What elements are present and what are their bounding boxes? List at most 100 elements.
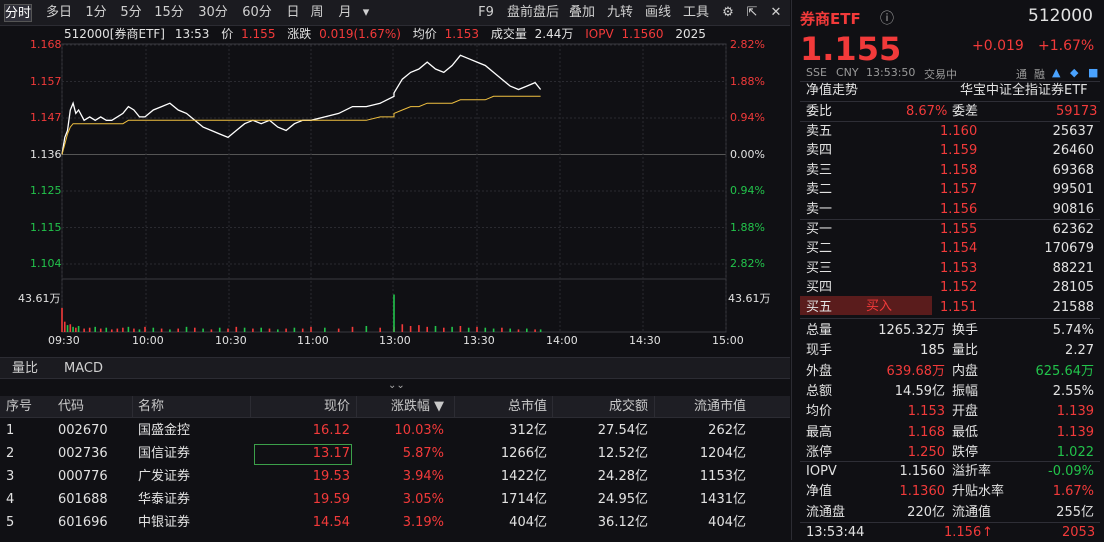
- period-tab-8[interactable]: 周: [310, 5, 324, 20]
- table-row[interactable]: 2 002736 国信证券 13.17 5.87% 1266亿 12.52亿 1204亿: [0, 444, 790, 465]
- table-cell: 2: [6, 446, 15, 461]
- alert-icon[interactable]: ◆: [1070, 66, 1079, 79]
- table-row[interactable]: 3 000776 广发证券 19.53 3.94% 1422亿 24.28亿 1153亿: [0, 467, 790, 488]
- volume-bar: [534, 329, 536, 332]
- tick-price: 1.156: [944, 525, 982, 540]
- table-cell: 404亿: [509, 515, 547, 530]
- volume-bar: [77, 325, 80, 332]
- info-icon[interactable]: ⓘ: [880, 11, 894, 27]
- period-tab-6[interactable]: 60分: [242, 5, 272, 20]
- volume-bar: [418, 325, 420, 332]
- fund-name: 券商ETF: [800, 10, 861, 28]
- col-header-2[interactable]: 名称: [138, 399, 165, 414]
- toolbar-button-0[interactable]: F9: [478, 5, 494, 20]
- table-row[interactable]: 5 601696 中银证券 14.54 3.19% 404亿 36.12亿 404亿: [0, 513, 790, 534]
- stat-label: 跌停: [952, 444, 979, 460]
- col-divider: [552, 396, 553, 418]
- table-row[interactable]: 4 601688 华泰证券 19.59 3.05% 1714亿 24.95亿 1431亿: [0, 490, 790, 511]
- stat-value: 1265.32万: [878, 323, 945, 338]
- col-header-7[interactable]: 流通市值: [693, 399, 746, 414]
- y-tick-right: 0.94%: [730, 184, 765, 197]
- toolbar-button-2[interactable]: 叠加: [568, 5, 595, 20]
- col-header-1[interactable]: 代码: [58, 399, 85, 414]
- table-cell: 1714亿: [500, 492, 547, 507]
- col-divider: [356, 396, 357, 418]
- x-tick: 14:00: [546, 334, 578, 347]
- buy-tag[interactable]: 买入: [866, 299, 893, 314]
- stat-value: 2.55%: [1052, 383, 1094, 399]
- volume-bar: [116, 328, 119, 332]
- stat-value: 639.68万: [886, 363, 946, 379]
- bid-row-label: 买二: [806, 241, 833, 257]
- buy5-highlight: [800, 296, 932, 315]
- period-tab-7[interactable]: 日: [286, 5, 300, 20]
- toolbar-button-4[interactable]: 画线: [644, 5, 671, 20]
- tab-volume-ratio[interactable]: 量比: [12, 361, 39, 376]
- ask-row-volume: 69368: [1052, 162, 1094, 178]
- expand-chevron-icon[interactable]: ⌄⌄: [388, 380, 405, 391]
- volume-bar: [260, 327, 262, 332]
- intraday-chart[interactable]: [0, 26, 790, 357]
- volume-bar: [365, 325, 368, 332]
- period-tab-0[interactable]: 分时: [4, 4, 32, 22]
- bid-row-volume: 62362: [1052, 222, 1094, 237]
- trade-status: 交易中: [924, 68, 957, 81]
- volume-bar: [83, 328, 85, 332]
- current-price: 1.155: [800, 30, 902, 68]
- stat-value: 2.27: [1065, 343, 1094, 359]
- col-header-6[interactable]: 成交额: [608, 399, 648, 414]
- stat-value: -0.09%: [1048, 464, 1094, 479]
- period-tab-2[interactable]: 1分: [85, 5, 107, 20]
- stat-value: 255亿: [1056, 504, 1094, 520]
- header-iopv-label: IOPV: [585, 27, 614, 41]
- nav-trend-label[interactable]: 净值走势: [806, 83, 859, 98]
- header-vol: 2.44万: [534, 27, 574, 41]
- period-tab-3[interactable]: 5分: [120, 5, 142, 20]
- avg-price-line: [61, 95, 541, 155]
- stat-label: 总额: [806, 383, 833, 399]
- y-tick-left: 1.104: [30, 257, 62, 270]
- col-header-4[interactable]: 涨跌幅 ▼: [390, 399, 444, 414]
- table-cell: 262亿: [708, 423, 746, 438]
- period-tab-4[interactable]: 15分: [154, 5, 184, 20]
- rong-icon[interactable]: 融: [1034, 68, 1045, 81]
- table-cell: 国信证券: [138, 446, 191, 461]
- currency: CNY: [836, 66, 859, 79]
- col-header-3[interactable]: 现价: [323, 399, 350, 414]
- wb-label: 委比: [806, 104, 833, 119]
- bell-icon[interactable]: ▲: [1052, 66, 1061, 79]
- bid-row-label: 买一: [806, 222, 833, 237]
- flag-icon[interactable]: ■: [1088, 66, 1099, 79]
- close-icon[interactable]: ✕: [770, 5, 782, 20]
- volume-bar: [401, 324, 404, 332]
- stat-value: 1.139: [1056, 404, 1094, 420]
- stat-value: 14.59亿: [894, 383, 945, 399]
- tab-macd[interactable]: MACD: [64, 361, 103, 376]
- table-cell: 1: [6, 423, 15, 438]
- y-tick-right: 1.88%: [730, 74, 765, 88]
- col-header-0[interactable]: 序号: [6, 399, 33, 414]
- volume-bar: [122, 327, 124, 332]
- col-header-5[interactable]: 总市值: [507, 399, 547, 414]
- period-tab-10[interactable]: ▾: [362, 5, 370, 20]
- volume-bar: [66, 325, 69, 332]
- period-tab-9[interactable]: 月: [338, 5, 352, 20]
- table-cell: 19.53: [312, 469, 350, 484]
- volume-bar: [467, 327, 470, 332]
- toolbar-button-3[interactable]: 九转: [606, 5, 633, 20]
- volume-bar: [111, 329, 113, 332]
- stat-label: 最低: [952, 424, 979, 440]
- volume-bar: [210, 329, 213, 332]
- tong-icon[interactable]: 通: [1016, 68, 1027, 81]
- table-row[interactable]: 1 002670 国盛金控 16.12 10.03% 312亿 27.54亿 262亿: [0, 421, 790, 442]
- gear-icon[interactable]: ⚙: [722, 5, 734, 20]
- header-time: 13:53: [174, 27, 210, 41]
- toolbar-button-1[interactable]: 盘前盘后: [506, 5, 559, 20]
- table-cell: 601696: [58, 515, 108, 530]
- period-tab-1[interactable]: 多日: [45, 5, 72, 20]
- toolbar-button-5[interactable]: 工具: [682, 5, 709, 20]
- stat-label: 量比: [952, 343, 979, 359]
- indicator-tabs: 量比 MACD: [0, 357, 790, 379]
- collapse-icon[interactable]: ⇱: [746, 5, 758, 20]
- period-tab-5[interactable]: 30分: [198, 5, 228, 20]
